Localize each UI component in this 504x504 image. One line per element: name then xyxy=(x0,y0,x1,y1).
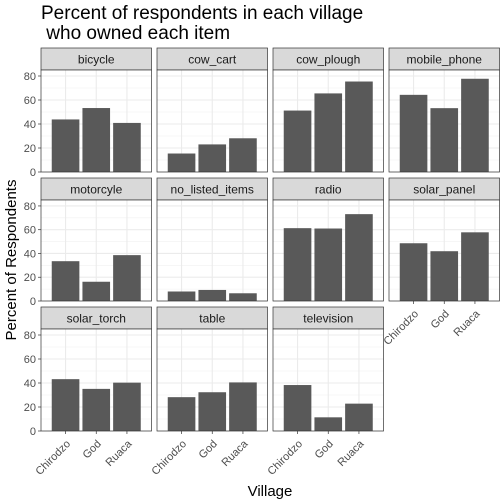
chart-title-line-2: who owned each item xyxy=(41,23,230,44)
y-tick-label: 20 xyxy=(24,272,36,284)
facet-panel: solar_torch 0 20 40 60 80 Chirodzo God Ruaca xyxy=(24,306,152,478)
y-tick-label: 80 xyxy=(24,71,36,83)
facet-panel: cow_plough xyxy=(272,47,384,173)
facet-panel: mobile_phone xyxy=(388,47,500,173)
facet-panel: cow_cart xyxy=(156,47,268,173)
bar xyxy=(198,144,227,172)
facet-panel: no_listed_items xyxy=(156,177,268,302)
x-tick-label: God xyxy=(197,438,220,461)
bar xyxy=(345,214,373,301)
y-tick-label: 40 xyxy=(24,248,36,260)
y-tick-label: 0 xyxy=(30,167,36,179)
bar xyxy=(283,228,312,301)
bar xyxy=(198,392,227,431)
bar xyxy=(51,261,80,301)
y-tick-label: 20 xyxy=(24,143,36,155)
bar xyxy=(283,110,312,172)
bar xyxy=(229,382,257,431)
x-tick-label: Chirodzo xyxy=(34,438,74,478)
panel-border xyxy=(272,69,384,173)
facet-panel: table Chirodzo God Ruaca xyxy=(150,306,268,478)
y-tick-label: 20 xyxy=(24,402,36,414)
panel-border xyxy=(156,199,268,302)
y-tick-label: 80 xyxy=(24,330,36,342)
facet-strip-label: cow_plough xyxy=(296,53,360,67)
bar xyxy=(314,228,343,301)
bar xyxy=(82,388,111,431)
bar xyxy=(283,385,312,431)
bar xyxy=(399,243,428,301)
facet-panel: bicycle 0 20 40 60 80 xyxy=(24,47,152,179)
facet-strip-label: solar_torch xyxy=(67,312,126,326)
facet-strip-label: table xyxy=(199,312,225,326)
bar xyxy=(461,78,489,172)
facet-strip-label: no_listed_items xyxy=(171,183,254,197)
y-tick-label: 0 xyxy=(30,426,36,438)
facet-strip-label: bicycle xyxy=(78,53,115,67)
y-tick-label: 40 xyxy=(24,119,36,131)
facet-strip-label: solar_panel xyxy=(413,183,475,197)
facet-strip-label: motorcyle xyxy=(70,183,122,197)
y-tick-label: 60 xyxy=(24,95,36,107)
bar xyxy=(430,108,459,172)
x-tick-label: God xyxy=(81,438,104,461)
bar xyxy=(167,397,196,431)
x-tick-label: God xyxy=(429,308,452,331)
bar xyxy=(345,403,373,431)
bar xyxy=(82,281,111,301)
bar xyxy=(167,291,196,301)
x-axis-title: Village xyxy=(248,483,293,500)
bar xyxy=(51,119,80,172)
bar xyxy=(167,153,196,172)
facet-panel: motorcyle 0 20 40 60 80 xyxy=(24,177,152,308)
bar xyxy=(113,122,141,172)
y-tick-label: 80 xyxy=(24,201,36,213)
bar xyxy=(461,232,489,301)
x-tick-label: Chirodzo xyxy=(150,438,190,478)
x-tick-label: Ruaca xyxy=(220,437,252,469)
bar xyxy=(198,289,227,301)
bar xyxy=(113,255,141,301)
facet-strip-label: mobile_phone xyxy=(407,53,483,67)
bar xyxy=(229,293,257,301)
y-tick-label: 60 xyxy=(24,225,36,237)
chart-title-line-1: Percent of respondents in each village xyxy=(41,3,363,24)
panel-border xyxy=(156,69,268,173)
y-tick-label: 60 xyxy=(24,354,36,366)
bar xyxy=(314,93,343,172)
bar xyxy=(314,417,343,431)
y-tick-label: 40 xyxy=(24,378,36,390)
y-axis-title: Percent of Respondents xyxy=(3,180,20,341)
facet-panel: solar_panel Chirodzo God Ruaca xyxy=(382,177,500,348)
bar xyxy=(399,94,428,172)
bar xyxy=(113,382,141,431)
x-tick-label: Chirodzo xyxy=(382,308,422,348)
x-tick-label: Chirodzo xyxy=(266,438,306,478)
x-tick-label: Ruaca xyxy=(336,437,368,469)
facet-strip-label: radio xyxy=(315,183,342,197)
facet-panels: bicycle 0 20 40 60 80 cow_cart cow_plough mobile… xyxy=(24,47,500,478)
x-tick-label: Ruaca xyxy=(452,307,484,339)
panel-border xyxy=(40,69,152,173)
panel-border xyxy=(272,199,384,302)
facet-panel: television Chirodzo God Ruaca xyxy=(266,306,384,478)
bar xyxy=(345,81,373,172)
bar xyxy=(229,138,257,172)
y-tick-label: 0 xyxy=(30,296,36,308)
facet-strip-label: cow_cart xyxy=(188,53,237,67)
x-tick-label: God xyxy=(313,438,336,461)
x-tick-label: Ruaca xyxy=(104,437,136,469)
bar xyxy=(51,379,80,431)
panel-border xyxy=(388,69,500,173)
panel-border xyxy=(40,199,152,302)
facet-strip-label: television xyxy=(303,312,353,326)
facet-panel: radio xyxy=(272,177,384,302)
bar xyxy=(430,251,459,301)
bar xyxy=(82,108,111,172)
